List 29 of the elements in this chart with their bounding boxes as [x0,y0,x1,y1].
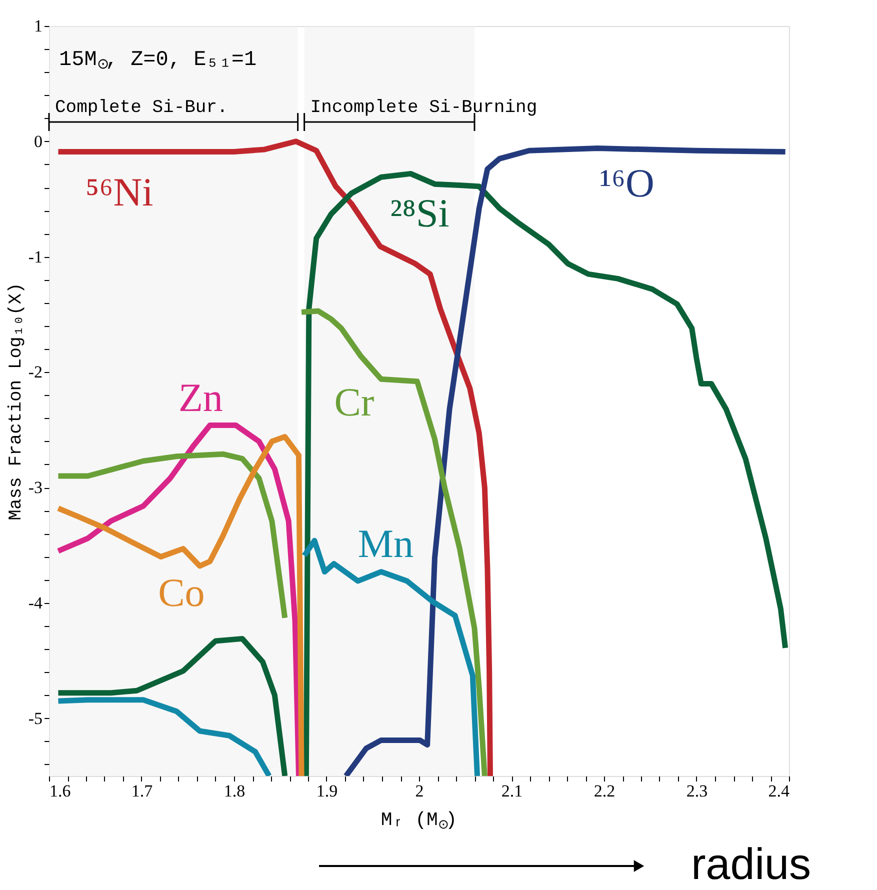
x-tick-label: 2 [415,782,424,800]
series-label: Zn [178,374,223,420]
y-tick-label: -4 [28,593,43,612]
band-label: Incomplete Si-Burning [310,98,538,118]
x-tick-label: 2.3 [686,782,708,800]
y-tick-label: 1 [34,16,42,36]
x-tick-label: 1.7 [131,782,154,800]
x-tick-label: 1.8 [224,782,246,800]
annotation: 15M⊙, Z=0, E₅₁=1 [59,49,257,74]
series-label: ⁵⁶Ni [85,169,154,214]
series-label: Cr [334,379,374,424]
y-tick-label: -1 [28,247,42,266]
y-tick-label: -3 [28,478,42,498]
band-label: Complete Si-Bur. [55,98,228,118]
x-tick-label: 1.9 [316,782,338,800]
series-label: Mn [358,521,414,566]
x-tick-label: 2.4 [768,782,790,800]
x-axis-title: Mᵣ (M⊙) [380,809,458,833]
x-tick-label: 2.2 [594,782,616,800]
x-tick-label: 2.1 [501,782,523,800]
y-tick-label: -5 [28,708,42,728]
x-tick-label: 1.6 [50,782,71,800]
text: radius [691,840,811,889]
y-tick-label: -2 [28,362,42,382]
series-label: ¹⁶O [600,160,654,206]
series-label: ²⁸Si [390,190,450,236]
series-label: Co [158,570,205,615]
y-tick-label: 0 [34,132,42,151]
y-axis-title: Mass Fraction Log₁₀(X) [6,282,26,520]
